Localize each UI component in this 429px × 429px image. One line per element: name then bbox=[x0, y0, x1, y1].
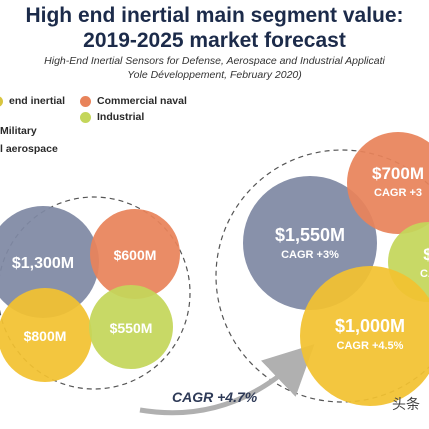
bubble-circle bbox=[347, 132, 429, 234]
bubble-value-label: $550M bbox=[110, 320, 153, 336]
bubble-cagr-label: CAGR +4.5% bbox=[337, 340, 404, 352]
bubble-2019-commercial-aerospace: $800M bbox=[0, 288, 92, 382]
overall-cagr-label: CAGR +4.7% bbox=[172, 389, 258, 405]
legend-dot-industrial bbox=[80, 111, 91, 123]
legend-label-high-end-inertial: end inertial bbox=[9, 95, 66, 107]
growth-arrow bbox=[139, 344, 315, 416]
chart-subtitle-line-2: Yole Développement, February 2020) bbox=[127, 69, 302, 81]
chart-title-line-2: 2019-2025 market forecast bbox=[83, 29, 346, 52]
bubble-2019-industrial: $550M bbox=[89, 285, 173, 369]
bubble-circle bbox=[0, 206, 99, 318]
legend-item-high-end-inertial: end inertial bbox=[0, 95, 65, 107]
bubbles-layer: $1,300M $600M $800M $550M $1,550M CAGR +3% $70… bbox=[0, 132, 429, 406]
bubble-value-label: $800M bbox=[24, 328, 67, 344]
legend-item-military: Military bbox=[0, 125, 37, 137]
bubble-circle bbox=[90, 209, 180, 299]
bubble-circle bbox=[300, 266, 429, 406]
chart-title: High end inertial main segment value: 20… bbox=[0, 3, 429, 53]
bubble-cagr-label: CAGR +3% bbox=[281, 249, 339, 261]
bubble-cagr-label: CA bbox=[420, 268, 429, 280]
chart-subtitle-line-1: High-End Inertial Sensors for Defense, A… bbox=[44, 55, 385, 67]
bubble-value-label: $1,300M bbox=[12, 255, 74, 272]
bubble-value-label: $ bbox=[423, 245, 429, 264]
legend-label-military: Military bbox=[0, 125, 37, 137]
legend-dot-commercial-naval bbox=[80, 95, 91, 107]
watermark-text: 头条 bbox=[392, 396, 420, 412]
bubble-circle bbox=[0, 288, 92, 382]
bubble-value-label: $700M bbox=[372, 164, 424, 183]
legend-dot-high-end-inertial bbox=[0, 95, 3, 107]
chart-subtitle: High-End Inertial Sensors for Defense, A… bbox=[0, 54, 429, 82]
bubble-value-label: $1,000M bbox=[335, 316, 405, 336]
bubble-2025-commercial-aerospace: $1,000M CAGR +4.5% bbox=[300, 266, 429, 406]
legend-label-industrial: Industrial bbox=[97, 111, 145, 123]
chart-title-line-1: High end inertial main segment value: bbox=[25, 4, 404, 27]
legend-label-commercial-aerospace: l aerospace bbox=[0, 143, 58, 155]
bubble-cagr-label: CAGR +3 bbox=[374, 187, 422, 199]
legend-item-commercial-naval: Commercial naval bbox=[80, 95, 187, 107]
legend-label-commercial-naval: Commercial naval bbox=[97, 95, 187, 107]
bubble-circle bbox=[89, 285, 173, 369]
bubble-value-label: $600M bbox=[114, 247, 157, 263]
bubble-2025-commercial-naval: $700M CAGR +3 bbox=[347, 132, 429, 234]
bubble-2019-military: $1,300M bbox=[0, 206, 99, 318]
legend-item-commercial-aerospace: l aerospace bbox=[0, 143, 58, 155]
legend-item-industrial: Industrial bbox=[80, 111, 144, 123]
bubble-value-label: $1,550M bbox=[275, 225, 345, 245]
bubble-2019-commercial-naval: $600M bbox=[90, 209, 180, 299]
group-2019-outline bbox=[0, 196, 191, 390]
